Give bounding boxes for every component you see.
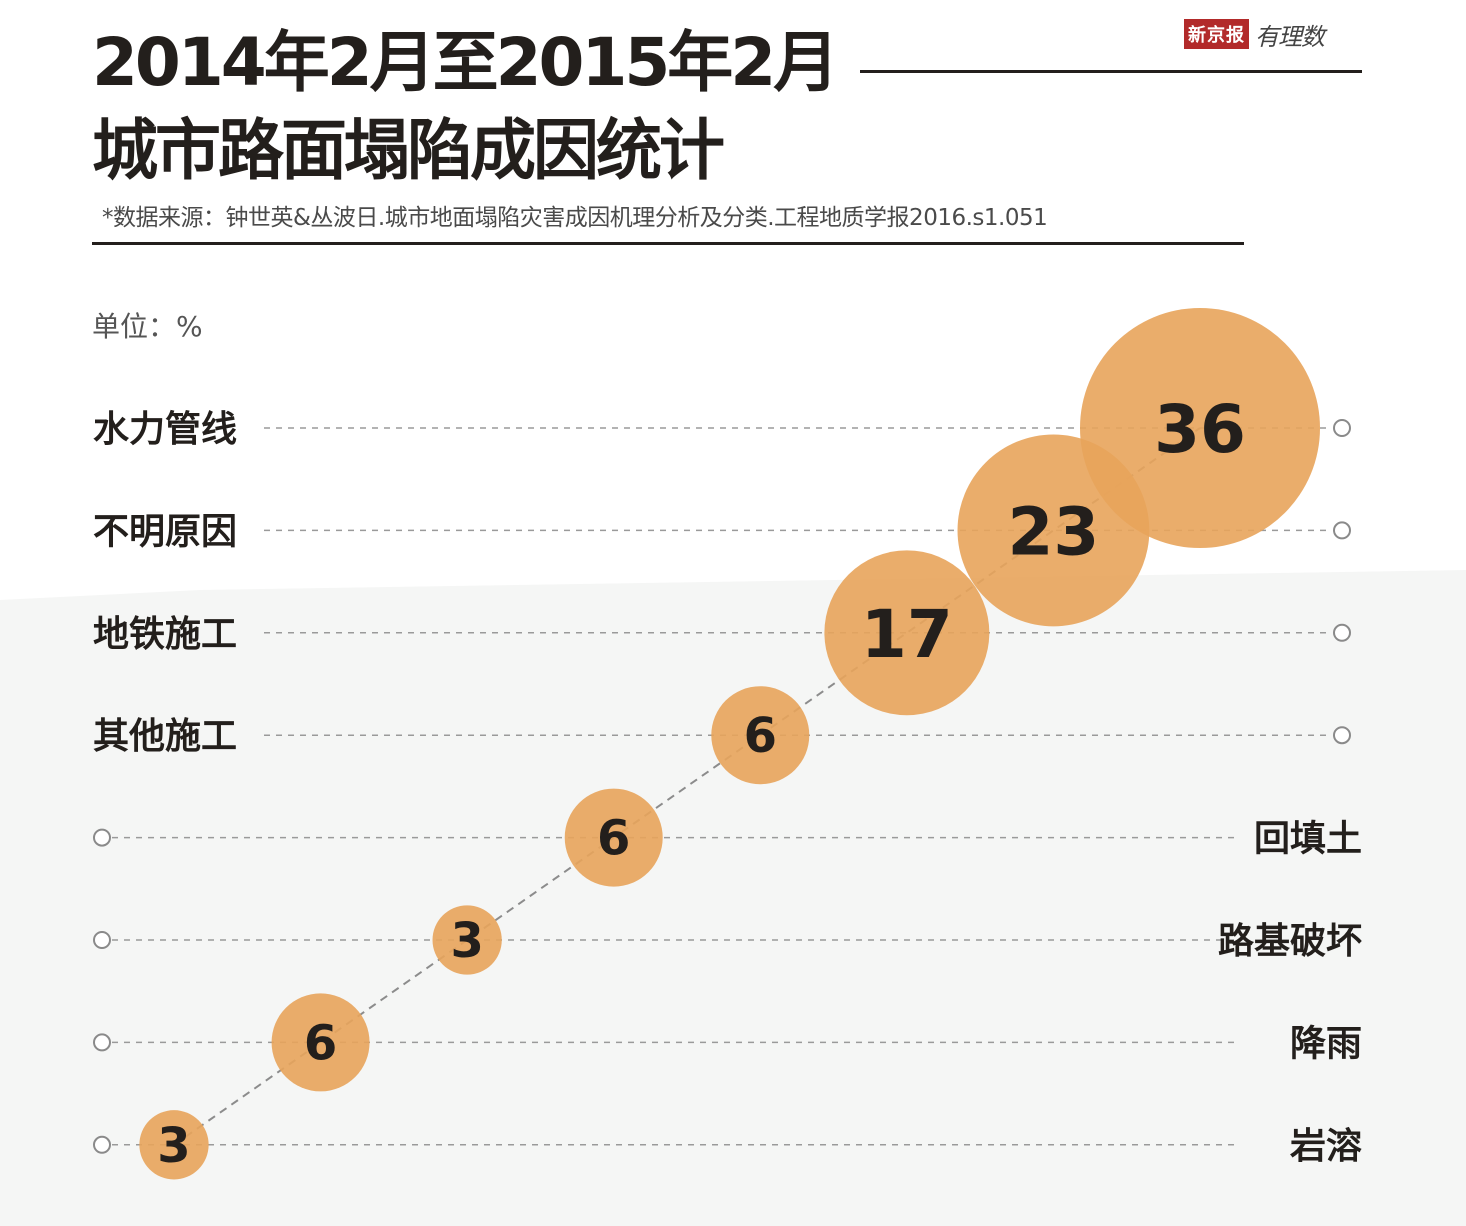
logo-paper-name: 新京报 [1184, 19, 1249, 49]
data-source-note: *数据来源：钟世英&丛波日.城市地面塌陷灾害成因机理分析及分类.工程地质学报20… [102, 205, 1048, 231]
row-end-marker [1333, 419, 1351, 437]
category-label: 回填土 [1254, 819, 1362, 860]
row-end-marker [93, 1033, 111, 1052]
value-label: 6 [744, 708, 777, 764]
value-bubble [1080, 308, 1320, 548]
logo-column-name: 有理数 [1255, 22, 1325, 51]
category-label: 其他施工 [93, 716, 237, 757]
row-end-marker [1333, 521, 1351, 540]
value-bubble [432, 905, 502, 975]
category-label: 降雨 [1290, 1023, 1362, 1064]
row-end-marker [1333, 726, 1351, 745]
row-end-marker [1333, 623, 1351, 642]
value-label: 6 [597, 811, 630, 867]
chart-title-line2: 城市路面塌陷成因统计 [92, 112, 725, 189]
category-label: 岩溶 [1290, 1126, 1362, 1167]
value-bubble [711, 686, 810, 785]
row-end-marker [93, 1135, 111, 1154]
value-label: 36 [1154, 391, 1246, 468]
value-bubble [564, 788, 663, 887]
category-label: 路基破坏 [1218, 921, 1362, 962]
value-label: 3 [157, 1118, 190, 1174]
background-shape [0, 570, 1466, 1226]
value-label: 3 [450, 913, 483, 969]
category-label: 水力管线 [93, 409, 237, 450]
value-bubble [824, 550, 990, 716]
chart-header: 2014年2月至2015年2月 新京报 有理数 城市路面塌陷成因统计 *数据来源… [92, 18, 1372, 248]
value-bubble [271, 993, 370, 1092]
value-label: 23 [1007, 493, 1099, 570]
value-label: 6 [304, 1015, 337, 1071]
publisher-logo: 新京报 有理数 [1184, 18, 1325, 51]
category-label: 地铁施工 [93, 614, 237, 655]
value-label: 17 [861, 596, 953, 673]
value-bubble [139, 1110, 209, 1180]
chart-title-line1: 2014年2月至2015年2月 [92, 24, 839, 101]
row-end-marker [93, 828, 111, 847]
source-rule [92, 242, 1244, 245]
category-label: 不明原因 [93, 511, 237, 552]
unit-label: 单位：% [92, 310, 203, 343]
title-rule [860, 70, 1362, 73]
row-end-marker [93, 931, 111, 949]
